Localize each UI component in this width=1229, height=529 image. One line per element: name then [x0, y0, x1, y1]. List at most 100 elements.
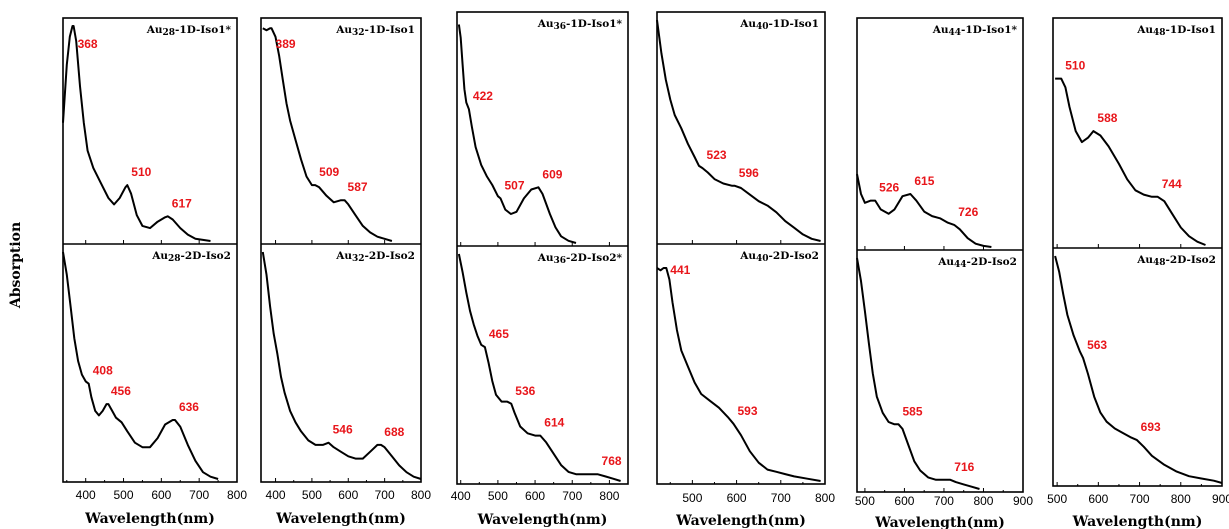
- panel-title: Au28-1D-Iso1*: [146, 24, 232, 38]
- peak-label: 456: [111, 384, 131, 398]
- x-axis-label: Wavelength(nm): [874, 515, 1005, 529]
- peak-label: 614: [544, 416, 564, 430]
- panel-title: Au48-2D-Iso2: [1136, 254, 1216, 268]
- peak-label: 507: [504, 178, 524, 192]
- panel-bottom: Au48-2D-Iso2 563 693: [1054, 254, 1223, 484]
- peak-label: 510: [1065, 59, 1085, 73]
- chart-column-2: 400 500 600 700 800 Wavelength(nm) Au32-1D-Iso…: [260, 17, 431, 527]
- peak-label: 716: [954, 460, 974, 474]
- x-tick-label: 700: [934, 494, 954, 508]
- panel-frame: [656, 11, 826, 485]
- peak-label: 636: [179, 400, 199, 414]
- peak-label: 389: [276, 37, 296, 51]
- peak-label: 768: [602, 454, 622, 468]
- panel-title: Au36-1D-Iso1*: [537, 18, 623, 32]
- x-tick-label: 800: [411, 488, 431, 502]
- panel-title: Au36-2D-Iso2*: [537, 252, 623, 266]
- panel-frame: [856, 17, 1024, 493]
- panel-bottom: Au36-2D-Iso2* 465 536 614 768: [457, 252, 623, 482]
- x-axis-label: Wavelength(nm): [1072, 514, 1203, 529]
- x-tick-label: 900: [1212, 492, 1229, 506]
- panel-title: Au44-1D-Iso1*: [932, 24, 1018, 38]
- x-tick-label: 500: [302, 488, 322, 502]
- peak-label: 526: [879, 181, 899, 195]
- panel-frame: [1052, 17, 1223, 487]
- x-axis-label: Wavelength(nm): [675, 513, 806, 529]
- x-tick-label: 600: [525, 489, 545, 503]
- panel-title: Au32-2D-Iso2: [335, 250, 415, 264]
- x-axis-label: Wavelength(nm): [84, 511, 215, 527]
- panel-title: Au28-2D-Iso2: [151, 250, 231, 264]
- x-tick-label: 800: [973, 494, 993, 508]
- x-axis-label: Wavelength(nm): [477, 512, 608, 528]
- panel-title: Au48-1D-Iso1: [1136, 24, 1216, 38]
- x-tick-label: 700: [189, 488, 209, 502]
- chart-column-5: 500 600 700 800 900 Wavelength(nm) Au44-1D-Iso…: [855, 17, 1033, 529]
- peak-label: 693: [1141, 420, 1161, 434]
- peak-label: 726: [958, 205, 978, 219]
- x-tick-label: 700: [1130, 492, 1150, 506]
- peak-label: 563: [1087, 338, 1107, 352]
- x-tick-label: 400: [451, 489, 471, 503]
- peak-label: 465: [489, 327, 509, 341]
- x-tick-label: 600: [727, 491, 747, 505]
- x-tick-label: 700: [375, 488, 395, 502]
- x-tick-label: 800: [599, 489, 619, 503]
- chart-column-6: 500 600 700 800 900 Wavelength(nm) Au48-1D-Iso…: [1047, 17, 1229, 529]
- peak-label: 546: [333, 423, 353, 437]
- x-tick-label: 900: [1013, 494, 1033, 508]
- x-tick-label: 700: [562, 489, 582, 503]
- spectrum-line: [457, 253, 621, 482]
- panel-bottom: Au28-2D-Iso2 408 456 636: [62, 250, 231, 480]
- peak-label: 536: [515, 384, 535, 398]
- x-tick-label: 400: [266, 488, 286, 502]
- x-tick-label: 800: [815, 491, 835, 505]
- x-tick-label: 500: [855, 494, 875, 508]
- peak-label: 368: [78, 37, 98, 51]
- x-tick-label: 500: [488, 489, 508, 503]
- peak-label: 422: [473, 89, 493, 103]
- panel-frame: [456, 11, 629, 485]
- spectrum-line: [261, 251, 422, 480]
- spectrum-line: [262, 27, 393, 242]
- peak-label: 509: [319, 165, 339, 179]
- x-tick-label: 600: [894, 494, 914, 508]
- spectrum-line: [62, 251, 219, 480]
- panel-top: Au36-1D-Iso1* 422 507 609: [457, 18, 623, 244]
- panel-title: Au40-1D-Iso1: [739, 18, 819, 32]
- x-tick-label: 800: [227, 488, 247, 502]
- x-tick-label: 500: [114, 488, 134, 502]
- peak-label: 617: [172, 196, 192, 210]
- x-tick-label: 600: [338, 488, 358, 502]
- panel-frame: [62, 17, 238, 483]
- peak-label: 615: [914, 174, 934, 188]
- chart-column-4: 500 600 700 800 Wavelength(nm) Au40-1D-Iso1 52…: [656, 11, 835, 529]
- peak-label: 441: [670, 263, 690, 277]
- x-tick-label: 800: [1171, 492, 1191, 506]
- spectrum-line: [856, 257, 980, 490]
- peak-label: 587: [348, 180, 368, 194]
- x-tick-label: 600: [1088, 492, 1108, 506]
- panel-bottom: Au44-2D-Iso2 585 716: [856, 256, 1017, 490]
- peak-label: 596: [739, 166, 759, 180]
- spectrum-line: [1054, 255, 1223, 484]
- panel-title: Au40-2D-Iso2: [739, 250, 819, 264]
- peak-label: 688: [384, 425, 404, 439]
- panel-top: Au32-1D-Iso1 389 509 587: [262, 24, 415, 242]
- peak-label: 408: [93, 364, 113, 378]
- panel-title: Au32-1D-Iso1: [335, 24, 415, 38]
- panel-top: Au44-1D-Iso1* 526 615 726: [856, 24, 1018, 248]
- x-axis-label: Wavelength(nm): [275, 511, 406, 527]
- x-tick-label: 600: [151, 488, 171, 502]
- x-tick-label: 400: [76, 488, 96, 502]
- peak-label: 744: [1162, 177, 1182, 191]
- chart-column-1: 400 500 600 700 800 Wavelength(nm) Au28-1D-Iso…: [62, 17, 247, 527]
- chart-column-3: 400 500 600 700 800 Wavelength(nm) Au36-1D-Iso…: [451, 11, 629, 528]
- spectrum-line: [656, 19, 821, 242]
- spectrum-line: [656, 267, 821, 482]
- peak-label: 523: [707, 148, 727, 162]
- panel-top: Au40-1D-Iso1 523 596: [656, 18, 821, 242]
- panel-title: Au44-2D-Iso2: [937, 256, 1017, 270]
